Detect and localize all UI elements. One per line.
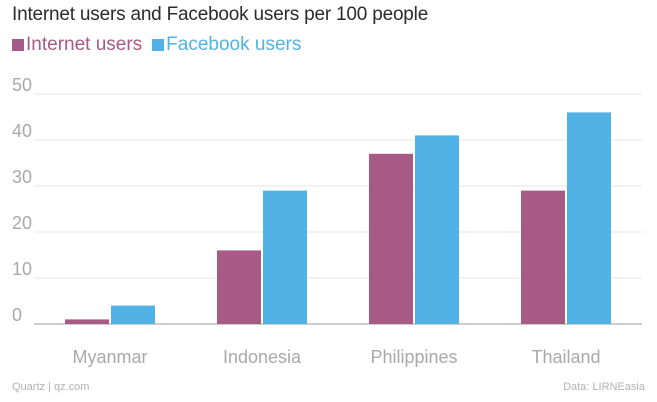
y-tick-label: 50 <box>12 75 32 95</box>
bar-facebook-users <box>415 135 459 324</box>
bar-facebook-users <box>567 112 611 325</box>
y-tick-label: 40 <box>12 121 32 141</box>
x-tick-label: Myanmar <box>72 347 147 367</box>
chart-legend: Internet users Facebook users <box>12 34 311 56</box>
bar-internet-users <box>369 153 413 324</box>
bar-facebook-users <box>263 190 307 324</box>
legend-swatch-internet-users <box>12 39 24 51</box>
x-tick-label: Philippines <box>370 347 457 367</box>
y-tick-label: 20 <box>12 213 32 233</box>
chart-title: Internet users and Facebook users per 10… <box>12 4 429 25</box>
y-tick-label: 30 <box>12 167 32 187</box>
legend-label-internet-users: Internet users <box>26 34 143 55</box>
source-credit: Quartz | qz.com <box>12 381 90 393</box>
bar-internet-users <box>65 319 109 324</box>
data-source: Data: LIRNEasia <box>563 381 645 393</box>
x-tick-label: Thailand <box>531 347 600 367</box>
legend-item-internet-users: Internet users <box>12 34 142 56</box>
x-tick-label: Indonesia <box>223 347 302 367</box>
bar-internet-users <box>521 190 565 324</box>
legend-item-facebook-users: Facebook users <box>152 34 301 56</box>
legend-swatch-facebook-users <box>152 39 165 51</box>
y-tick-label: 10 <box>12 259 32 279</box>
legend-label-facebook-users: Facebook users <box>166 34 302 55</box>
y-tick-label: 0 <box>12 305 22 325</box>
bar-internet-users <box>217 250 261 324</box>
bar-facebook-users <box>111 305 155 324</box>
